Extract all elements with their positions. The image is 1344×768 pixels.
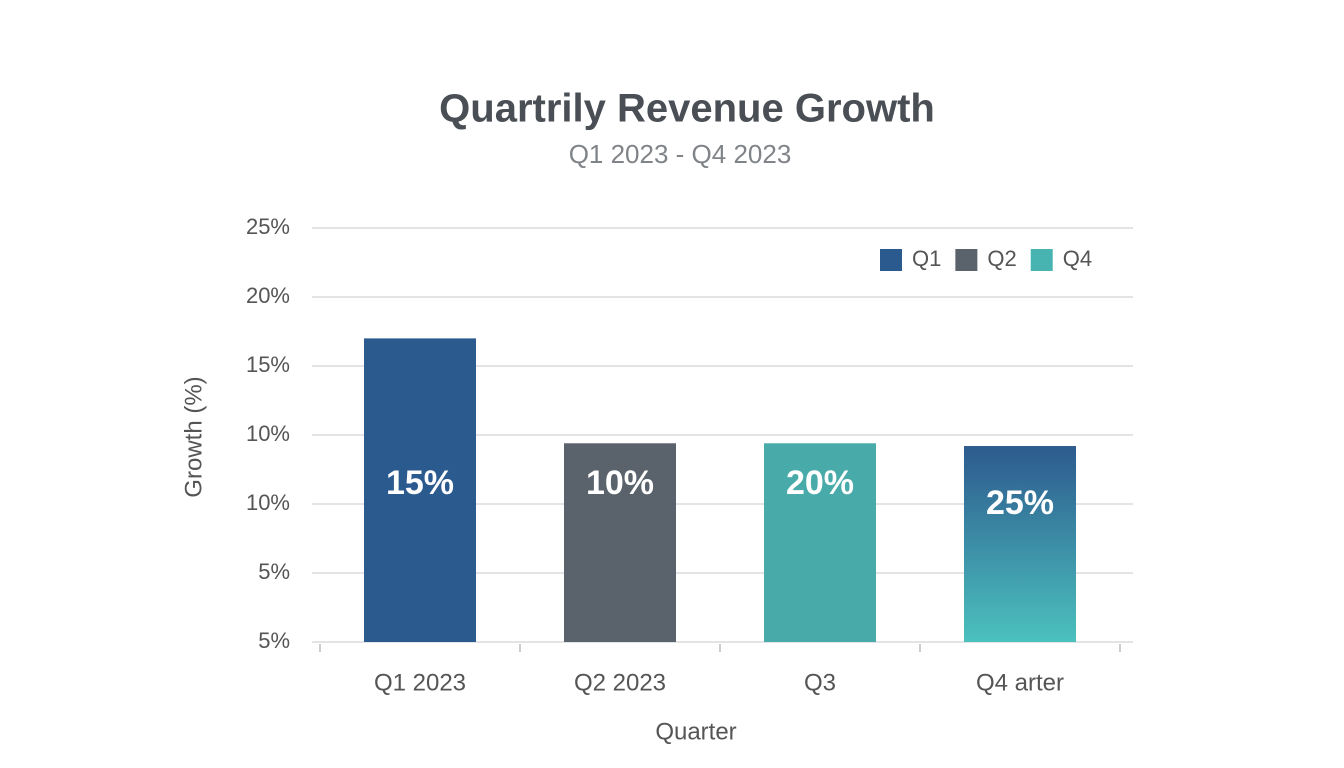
bar-value-label: 25% — [986, 484, 1054, 522]
legend-swatch — [955, 249, 978, 271]
legend-label: Q4 — [1063, 246, 1092, 271]
x-tick-label: Q4 arter — [976, 669, 1064, 696]
y-tick-label: 15% — [246, 352, 290, 377]
legend-swatch — [1030, 249, 1053, 271]
bar — [364, 338, 476, 642]
x-tick-label: Q1 2023 — [374, 669, 466, 696]
chart-title: Quartrily Revenue Growth — [439, 87, 935, 131]
bar-value-label: 15% — [386, 464, 454, 502]
x-axis-title: Quarter — [655, 718, 736, 745]
legend-label: Q2 — [987, 246, 1016, 271]
bar-value-label: 20% — [786, 464, 854, 502]
x-tick-label: Q3 — [804, 669, 836, 696]
y-tick-label: 5% — [258, 628, 290, 653]
y-tick-label: 5% — [258, 559, 290, 584]
chart-subtitle: Q1 2023 - Q4 2023 — [569, 139, 792, 169]
y-tick-label: 25% — [246, 214, 290, 239]
legend-swatch — [880, 249, 902, 271]
bar — [564, 443, 676, 642]
x-tick-label: Q2 2023 — [574, 669, 666, 696]
y-tick-label: 10% — [246, 490, 290, 515]
y-tick-label: 10% — [246, 421, 290, 446]
legend-label: Q1 — [912, 246, 941, 271]
y-tick-label: 20% — [246, 283, 290, 308]
bar-value-label: 10% — [586, 464, 654, 502]
bar — [964, 446, 1076, 642]
y-axis-title: Growth (%) — [180, 376, 207, 497]
bar — [764, 443, 876, 642]
